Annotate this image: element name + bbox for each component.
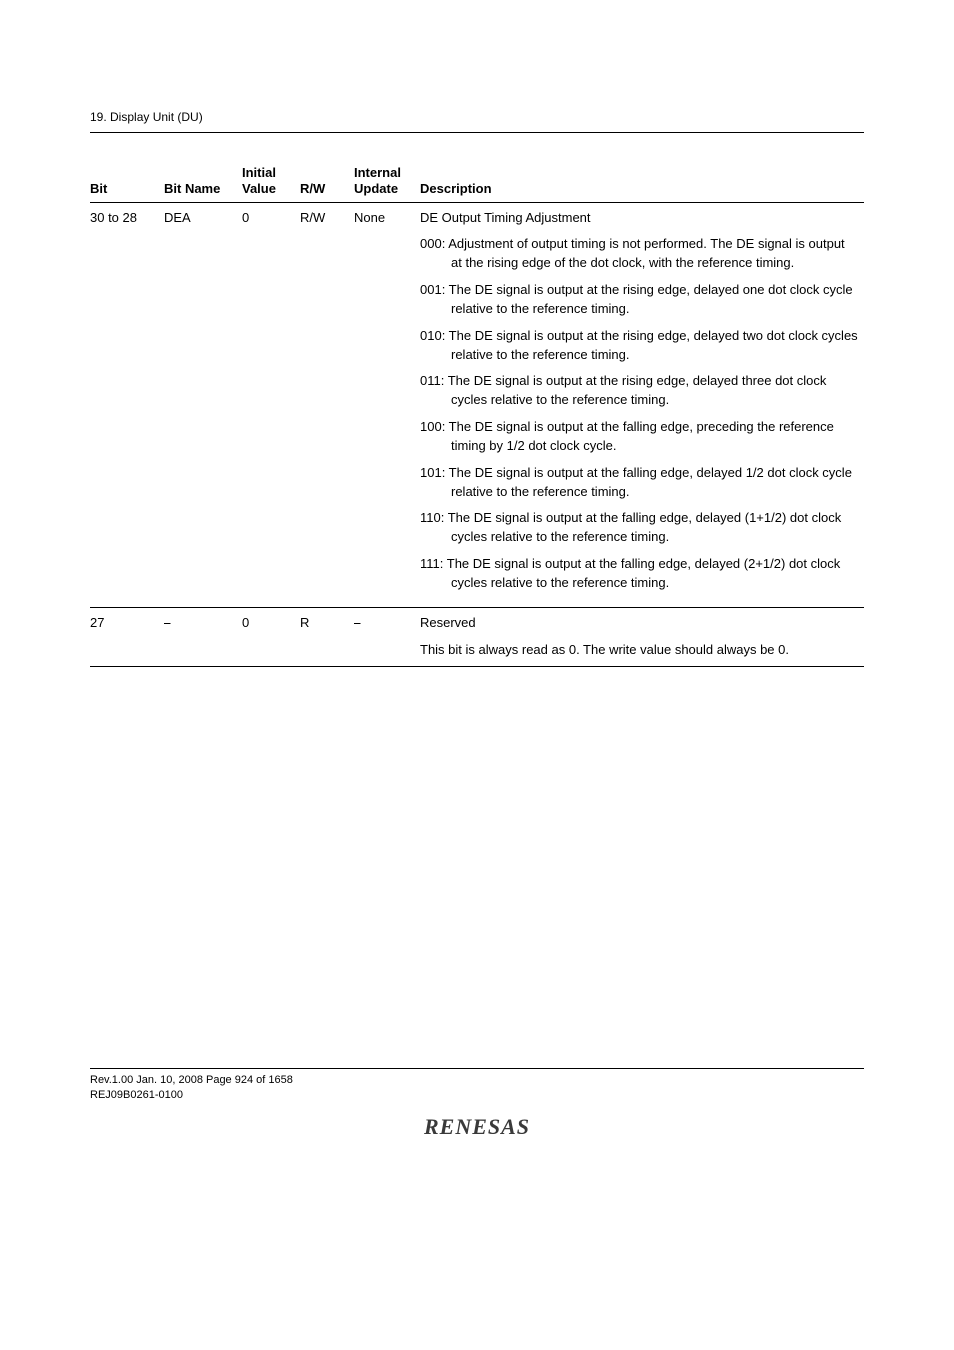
cell-rw: R/W bbox=[300, 202, 354, 607]
desc-item: 110: The DE signal is output at the fall… bbox=[420, 509, 858, 547]
cell-bitname: ⎯ bbox=[164, 607, 242, 666]
footer-logo-wrap: RENESAS bbox=[90, 1114, 864, 1140]
cell-description: Reserved This bit is always read as 0. T… bbox=[420, 607, 864, 666]
renesas-logo: RENESAS bbox=[424, 1114, 530, 1139]
cell-description: DE Output Timing Adjustment 000: Adjustm… bbox=[420, 202, 864, 607]
desc-text: This bit is always read as 0. The write … bbox=[420, 641, 858, 660]
footer-rev-line: Rev.1.00 Jan. 10, 2008 Page 924 of 1658 bbox=[90, 1073, 864, 1087]
cell-initial: 0 bbox=[242, 202, 300, 607]
table-row: 27 ⎯ 0 R ⎯ Reserved This bit is always r… bbox=[90, 607, 864, 666]
col-header-bitname: Bit Name bbox=[164, 161, 242, 202]
cell-bitname: DEA bbox=[164, 202, 242, 607]
header-rule bbox=[90, 132, 864, 133]
desc-title: Reserved bbox=[420, 614, 858, 633]
table-header-row: Bit Bit Name Initial Value R/W Internal … bbox=[90, 161, 864, 202]
desc-item: 001: The DE signal is output at the risi… bbox=[420, 281, 858, 319]
cell-update: None bbox=[354, 202, 420, 607]
col-header-update-l1: Internal bbox=[354, 165, 401, 180]
section-header: 19. Display Unit (DU) bbox=[90, 110, 864, 124]
col-header-bit: Bit bbox=[90, 161, 164, 202]
footer-doc-id: REJ09B0261-0100 bbox=[90, 1088, 864, 1102]
page-footer: Rev.1.00 Jan. 10, 2008 Page 924 of 1658 … bbox=[90, 1068, 864, 1140]
col-header-initial: Initial Value bbox=[242, 161, 300, 202]
desc-item: 111: The DE signal is output at the fall… bbox=[420, 555, 858, 593]
cell-rw: R bbox=[300, 607, 354, 666]
cell-bit: 30 to 28 bbox=[90, 202, 164, 607]
col-header-rw: R/W bbox=[300, 161, 354, 202]
desc-item: 010: The DE signal is output at the risi… bbox=[420, 327, 858, 365]
desc-title: DE Output Timing Adjustment bbox=[420, 209, 858, 228]
col-header-initial-l2: Value bbox=[242, 181, 276, 196]
col-header-update: Internal Update bbox=[354, 161, 420, 202]
desc-item: 101: The DE signal is output at the fall… bbox=[420, 464, 858, 502]
cell-bit: 27 bbox=[90, 607, 164, 666]
col-header-description: Description bbox=[420, 161, 864, 202]
cell-initial: 0 bbox=[242, 607, 300, 666]
desc-item: 011: The DE signal is output at the risi… bbox=[420, 372, 858, 410]
page-container: 19. Display Unit (DU) Bit Bit Name Initi… bbox=[0, 0, 954, 1200]
cell-update: ⎯ bbox=[354, 607, 420, 666]
footer-rule bbox=[90, 1068, 864, 1069]
col-header-update-l2: Update bbox=[354, 181, 398, 196]
desc-item: 000: Adjustment of output timing is not … bbox=[420, 235, 858, 273]
col-header-initial-l1: Initial bbox=[242, 165, 276, 180]
register-table: Bit Bit Name Initial Value R/W Internal … bbox=[90, 161, 864, 667]
table-row: 30 to 28 DEA 0 R/W None DE Output Timing… bbox=[90, 202, 864, 607]
desc-item: 100: The DE signal is output at the fall… bbox=[420, 418, 858, 456]
